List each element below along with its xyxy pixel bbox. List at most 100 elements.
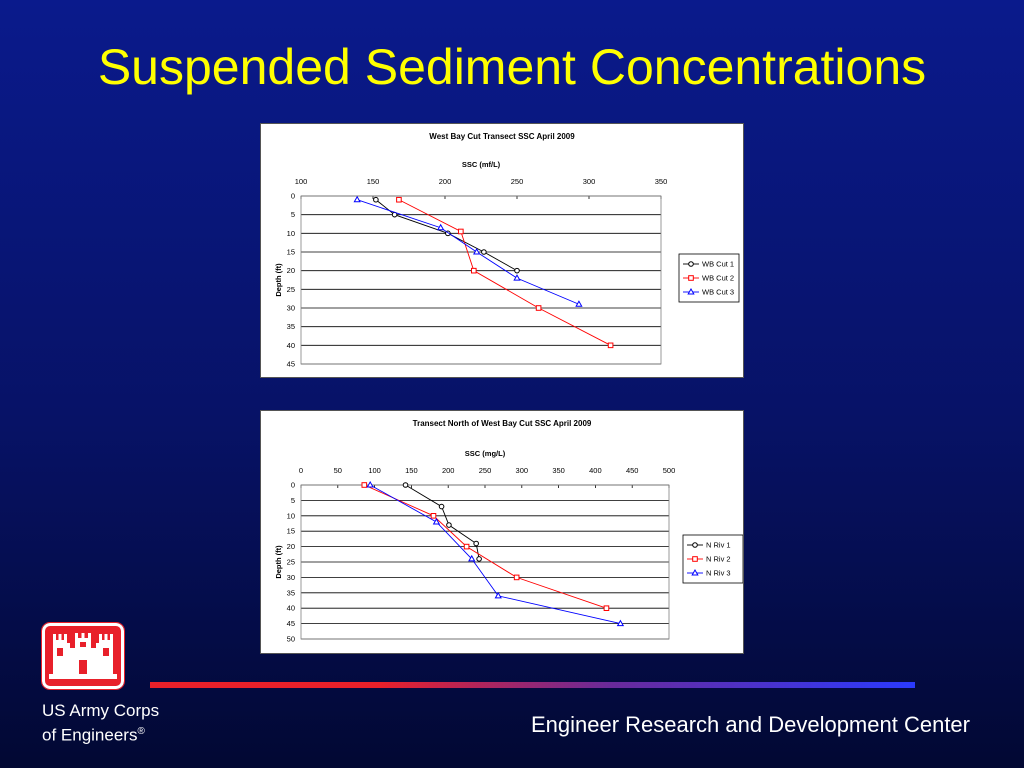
legend-label: WB Cut 2 xyxy=(702,274,734,283)
org-name: US Army Corps of Engineers® xyxy=(42,700,159,746)
x-tick-label: 250 xyxy=(479,466,492,475)
data-point xyxy=(616,619,625,627)
legend-label: WB Cut 1 xyxy=(702,260,734,269)
x-tick-label: 400 xyxy=(589,466,602,475)
chart-title: West Bay Cut Transect SSC April 2009 xyxy=(429,132,575,141)
x-tick-label: 300 xyxy=(583,177,596,186)
data-point xyxy=(353,195,361,203)
data-point xyxy=(513,274,521,281)
y-tick-label: 0 xyxy=(291,192,295,201)
data-point xyxy=(432,517,441,525)
legend-label: N Riv 3 xyxy=(706,569,731,578)
x-tick-label: 200 xyxy=(442,466,455,475)
usace-castle-logo xyxy=(41,622,125,690)
y-tick-label: 30 xyxy=(287,304,295,313)
data-point xyxy=(471,267,477,274)
x-tick-label: 50 xyxy=(334,466,342,475)
y-tick-label: 10 xyxy=(287,511,295,520)
x-tick-label: 350 xyxy=(655,177,668,186)
data-point xyxy=(361,482,368,488)
data-point xyxy=(514,267,520,274)
data-point xyxy=(473,540,479,547)
y-tick-label: 15 xyxy=(287,248,295,257)
data-point xyxy=(437,223,445,231)
slide-title: Suspended Sediment Concentrations xyxy=(97,39,927,95)
data-point xyxy=(575,300,583,307)
legend-marker xyxy=(692,556,698,562)
x-tick-label: 100 xyxy=(295,177,308,186)
data-point xyxy=(438,503,445,510)
series-line xyxy=(369,484,621,625)
data-point xyxy=(603,605,610,611)
legend-label: N Riv 2 xyxy=(706,555,731,564)
x-tick-label: 0 xyxy=(299,466,303,475)
y-tick-label: 20 xyxy=(287,542,295,551)
x-tick-label: 500 xyxy=(663,466,676,475)
chart-west-bay-cut-svg: West Bay Cut Transect SSC April 2009 SSC … xyxy=(274,132,740,369)
x-tick-label: 100 xyxy=(368,466,381,475)
x-tick-label: 450 xyxy=(626,466,639,475)
y-axis-label: Depth (ft) xyxy=(274,545,283,579)
legend-label: WB Cut 3 xyxy=(702,288,734,297)
footer-divider xyxy=(150,682,915,688)
x-tick-label: 150 xyxy=(367,177,380,186)
y-tick-label: 0 xyxy=(291,481,295,490)
org-name-line2: of Engineers® xyxy=(42,721,159,746)
y-tick-label: 50 xyxy=(287,635,295,644)
y-tick-label: 10 xyxy=(287,229,295,238)
x-axis-label: SSC (mg/L) xyxy=(465,449,506,458)
data-point xyxy=(366,480,374,488)
chart-west-bay-cut: West Bay Cut Transect SSC April 2009 SSC … xyxy=(260,123,744,378)
data-point xyxy=(494,591,502,599)
legend-marker xyxy=(688,275,694,281)
y-tick-label: 25 xyxy=(287,558,295,567)
legend-label: N Riv 1 xyxy=(706,541,731,550)
data-point xyxy=(373,196,379,203)
data-point xyxy=(402,482,409,488)
legend-marker xyxy=(692,542,698,548)
castle-icon xyxy=(49,633,117,679)
chart-north-of-west-bay-cut-svg: Transect North of West Bay Cut SSC April… xyxy=(274,419,743,644)
x-tick-label: 200 xyxy=(439,177,452,186)
chart-north-of-west-bay-cut: Transect North of West Bay Cut SSC April… xyxy=(260,410,744,654)
x-axis-label: SSC (mf/L) xyxy=(462,160,501,169)
footer-center-name: Engineer Research and Development Center xyxy=(530,712,970,737)
x-tick-label: 350 xyxy=(552,466,565,475)
data-point xyxy=(468,554,476,562)
chart-title: Transect North of West Bay Cut SSC April… xyxy=(413,419,592,428)
x-tick-label: 250 xyxy=(511,177,524,186)
data-point xyxy=(607,342,614,349)
y-tick-label: 25 xyxy=(287,285,295,294)
y-tick-label: 40 xyxy=(287,341,295,350)
org-name-line2-text: of Engineers xyxy=(42,725,138,745)
y-tick-label: 40 xyxy=(287,604,295,613)
data-point xyxy=(446,522,452,528)
y-tick-label: 35 xyxy=(287,322,295,331)
data-point xyxy=(513,574,520,581)
legend-marker xyxy=(691,568,699,576)
data-point xyxy=(458,228,464,235)
legend-marker xyxy=(687,287,695,295)
plot-area xyxy=(300,195,662,365)
y-tick-label: 45 xyxy=(287,619,295,628)
data-point xyxy=(535,305,542,311)
plot-area xyxy=(300,484,670,640)
y-tick-label: 45 xyxy=(287,360,295,369)
series-line xyxy=(398,199,611,346)
org-name-line1: US Army Corps xyxy=(42,701,160,720)
y-tick-label: 5 xyxy=(291,496,295,505)
data-point xyxy=(463,543,470,550)
x-tick-label: 300 xyxy=(516,466,529,475)
data-point xyxy=(473,247,481,255)
y-tick-label: 5 xyxy=(291,210,295,219)
registered-mark: ® xyxy=(137,726,145,737)
legend-marker xyxy=(688,261,694,267)
y-axis-label: Depth (ft) xyxy=(274,263,283,297)
y-tick-label: 30 xyxy=(287,573,295,582)
data-point xyxy=(396,196,402,203)
y-tick-label: 35 xyxy=(287,588,295,597)
x-tick-label: 150 xyxy=(405,466,418,475)
data-point xyxy=(481,249,487,255)
data-point xyxy=(430,513,437,519)
y-tick-label: 20 xyxy=(287,266,295,275)
